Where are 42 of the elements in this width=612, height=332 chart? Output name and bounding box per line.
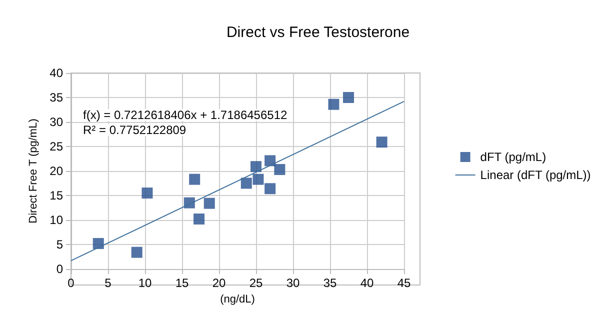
- annotation: f(x) = 0.7212618406x + 1.7186456512: [83, 108, 288, 122]
- y-tick-label: 30: [50, 115, 64, 129]
- x-tick-label: 10: [138, 276, 152, 290]
- point: [92, 238, 104, 250]
- point: [264, 183, 276, 194]
- legend-label: Linear (dFT (pg/mL)): [480, 168, 591, 182]
- x-tick-label: 15: [175, 276, 189, 290]
- point: [264, 155, 276, 166]
- chart-title: Direct vs Free Testosterone: [226, 24, 410, 41]
- y-tick-label: 0: [56, 262, 64, 276]
- point: [131, 246, 142, 258]
- y-tick-label: 40: [50, 66, 64, 80]
- x-tick-label: 5: [104, 276, 112, 290]
- x-tick-label: 20: [212, 276, 226, 290]
- x-tick-label: 40: [360, 276, 374, 290]
- point: [184, 197, 195, 208]
- x-tick-label: 25: [249, 276, 263, 290]
- point: [252, 174, 264, 185]
- point: [328, 98, 340, 110]
- point: [240, 178, 252, 189]
- y-tick-label: 10: [50, 213, 64, 227]
- x-tick-label: 35: [323, 276, 337, 290]
- point: [204, 198, 215, 209]
- y-tick-label: 35: [50, 90, 64, 104]
- point: [274, 164, 286, 176]
- point: [343, 92, 354, 103]
- point: [189, 174, 200, 185]
- y-tick-label: 25: [50, 140, 64, 154]
- annotation: R² = 0.7752122809: [83, 123, 186, 137]
- y-tick-label: 20: [50, 164, 64, 178]
- y-tick-label: 15: [50, 188, 64, 202]
- x-tick-label: 30: [286, 276, 300, 290]
- point: [142, 188, 153, 199]
- y-axis-title: Direct Free T (pg/mL): [27, 118, 40, 224]
- x-axis-title: (ng/dL): [220, 294, 255, 306]
- point: [250, 161, 262, 172]
- legend-label: dFT (pg/mL): [480, 150, 546, 164]
- x-tick-label: 0: [68, 276, 75, 290]
- point: [194, 214, 205, 225]
- x-tick-label: 45: [397, 276, 411, 290]
- y-tick-label: 5: [56, 238, 64, 252]
- point: [376, 136, 388, 148]
